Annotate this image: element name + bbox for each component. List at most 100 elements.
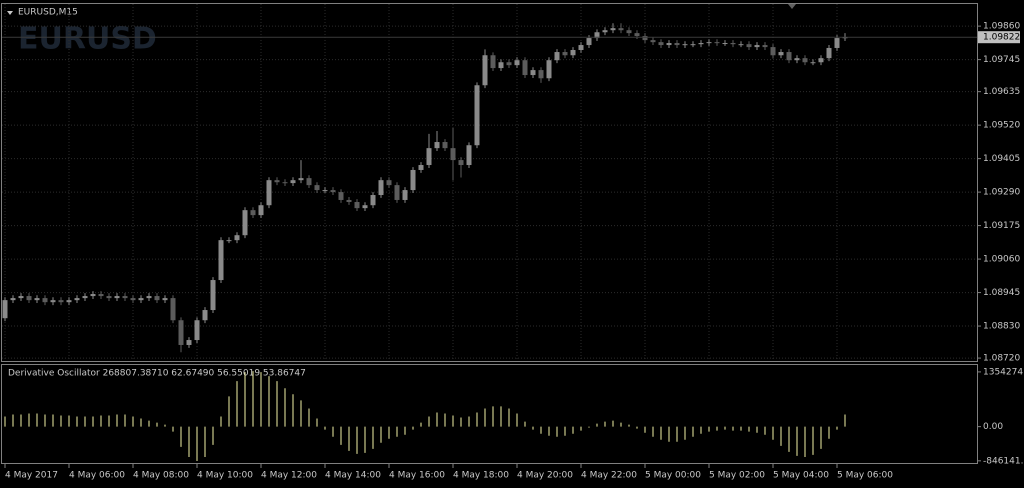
candle-body — [514, 60, 520, 66]
x-tick-label: 4 May 16:00 — [389, 471, 445, 481]
menu-arrow[interactable] — [7, 11, 13, 15]
candle-body — [602, 30, 608, 33]
candle-body — [418, 165, 424, 170]
candle-body — [450, 148, 456, 161]
candle-body — [466, 145, 472, 166]
candle-body — [330, 190, 336, 193]
x-tick-label: 4 May 20:00 — [517, 471, 573, 481]
candle-body — [26, 296, 32, 301]
candle-body — [458, 160, 464, 166]
y-tick-label: 1.09745 — [983, 55, 1020, 65]
candle-body — [634, 33, 640, 37]
candle-body — [98, 294, 104, 297]
shift-marker[interactable] — [788, 4, 796, 9]
candle-body — [122, 296, 128, 299]
candle-body — [674, 43, 680, 46]
price-pane — [1, 3, 978, 362]
candle-body — [618, 28, 624, 31]
candle-body — [282, 182, 288, 184]
candle-body — [194, 320, 200, 341]
candle-body — [770, 47, 776, 56]
x-tick-label: 5 May 06:00 — [837, 471, 893, 481]
candle-body — [362, 205, 368, 209]
oscillator-pane — [1, 364, 978, 464]
candle-body — [322, 190, 328, 192]
candle-body — [682, 44, 688, 46]
candle-body — [786, 52, 792, 61]
x-tick-label: 5 May 02:00 — [709, 471, 765, 481]
candle-body — [642, 36, 648, 41]
x-tick-label: 5 May 00:00 — [645, 471, 701, 481]
candle-body — [474, 85, 480, 146]
candle-body — [370, 195, 376, 206]
candle-body — [554, 52, 560, 61]
candle-body — [314, 185, 320, 191]
y-tick-label: 1354274. — [983, 367, 1024, 377]
candle-body — [210, 280, 216, 311]
candle-body — [522, 60, 528, 76]
candle-body — [50, 300, 56, 303]
candle-body — [186, 340, 192, 345]
candle-body — [34, 298, 40, 301]
symbol-title: EURUSD,M15 — [18, 8, 78, 18]
y-tick-label: 1.08945 — [983, 288, 1020, 298]
candle-body — [378, 180, 384, 196]
candle-body — [306, 178, 312, 186]
candle-body — [354, 202, 360, 209]
candle-body — [570, 50, 576, 56]
y-tick-label: 1.09060 — [983, 255, 1020, 265]
candle-body — [410, 169, 416, 191]
candle-body — [162, 298, 168, 301]
candle-body — [426, 148, 432, 166]
y-tick-label: 1.09405 — [983, 154, 1020, 164]
candle-body — [138, 298, 144, 301]
candle-body — [18, 296, 24, 299]
y-tick-label: 1.08720 — [983, 354, 1020, 364]
candle-body — [698, 43, 704, 45]
candle-body — [74, 298, 80, 301]
candle-body — [666, 43, 672, 46]
candle-body — [722, 43, 728, 45]
y-tick-label: 0.00 — [983, 422, 1003, 432]
candle-body — [170, 298, 176, 321]
candle-body — [538, 70, 544, 79]
candle-body — [154, 296, 160, 301]
candle-body — [226, 240, 232, 242]
candle-body — [762, 45, 768, 48]
candle-body — [250, 210, 256, 216]
candle-body — [346, 199, 352, 203]
candle-body — [738, 44, 744, 46]
candle-body — [338, 192, 344, 200]
candle-body — [706, 42, 712, 44]
candle-body — [586, 38, 592, 46]
candle-body — [578, 45, 584, 51]
candle-body — [242, 210, 248, 236]
candle-body — [650, 40, 656, 43]
candle-body — [746, 44, 752, 48]
candle-body — [66, 300, 72, 303]
candle-body — [298, 178, 304, 181]
x-tick-label: 4 May 2017 — [5, 471, 58, 481]
candle-body — [626, 30, 632, 34]
current-price-box — [978, 31, 1020, 44]
candle-body — [658, 42, 664, 46]
candle-body — [434, 142, 440, 149]
y-tick-label: 1.08830 — [983, 322, 1020, 332]
candle-body — [802, 58, 808, 63]
x-tick-label: 4 May 10:00 — [197, 471, 253, 481]
candle-body — [90, 294, 96, 297]
candle-body — [562, 52, 568, 56]
watermark: EURUSD — [18, 22, 157, 57]
candle-body — [146, 296, 152, 299]
y-tick-label: 1.09520 — [983, 121, 1020, 131]
candle-body — [10, 298, 16, 301]
candle-body — [58, 300, 64, 303]
y-tick-label: -846141. — [983, 456, 1023, 466]
x-tick-label: 4 May 22:00 — [581, 471, 637, 481]
indicator-title: Derivative Oscillator 268807.38710 62.67… — [8, 369, 306, 379]
y-tick-label: 1.09290 — [983, 188, 1020, 198]
y-tick-label: 1.09635 — [983, 87, 1020, 97]
candle-body — [234, 235, 240, 241]
